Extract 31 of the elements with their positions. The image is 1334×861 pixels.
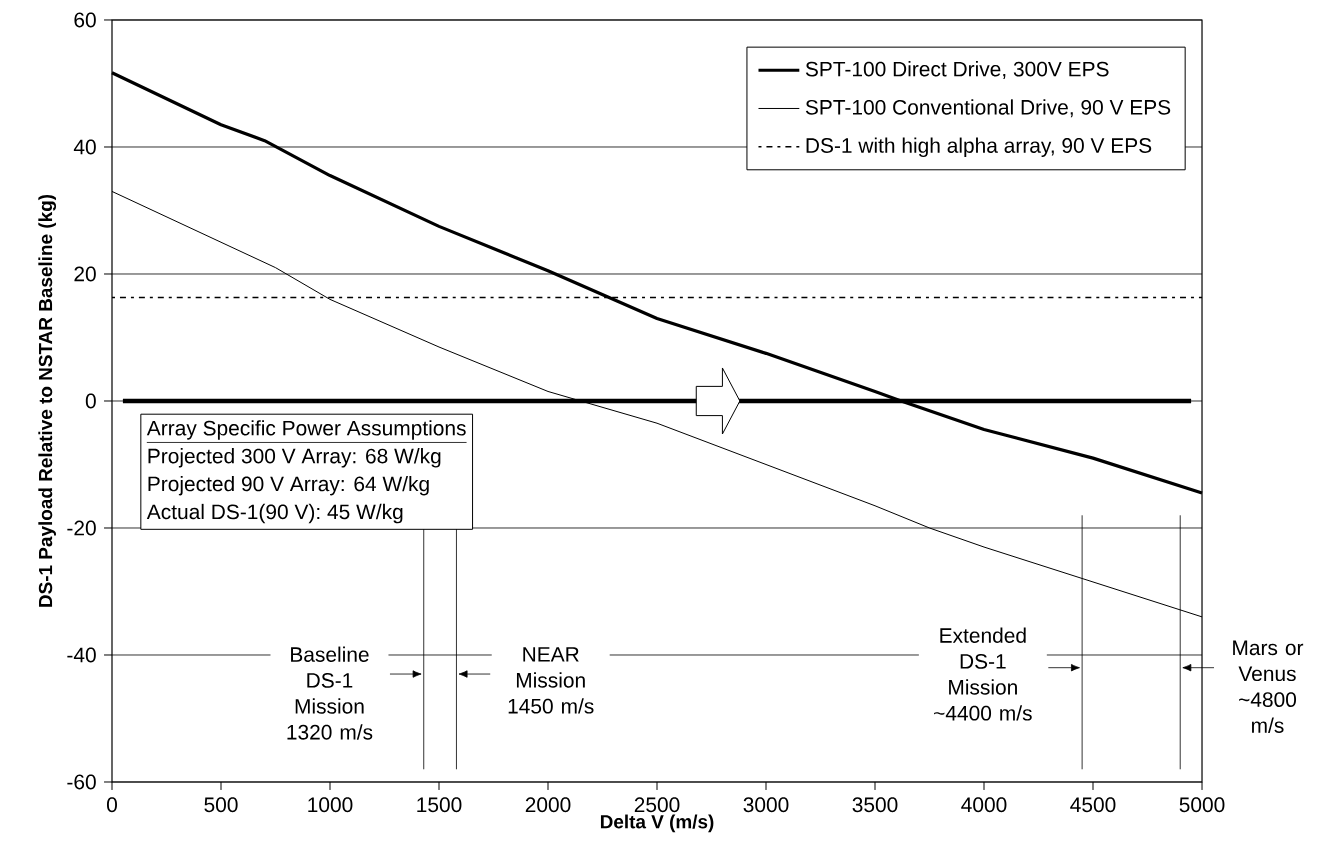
x-tick-label: 2000 bbox=[525, 797, 571, 813]
y-axis-title: DS-1 Payload Relative to NSTAR Baseline (kg) bbox=[38, 194, 57, 607]
annotation: Projected 300 V Array: 68 W/kg bbox=[148, 448, 441, 468]
annotation: Projected 90 V Array: 64 W/kg bbox=[148, 475, 429, 496]
x-axis-title: Delta V (m/s) bbox=[600, 814, 714, 833]
annotation: Actual DS-1(90 V): 45 W/kg bbox=[146, 503, 403, 524]
x-tick-label: 500 bbox=[204, 797, 238, 813]
x-tick-label: 2500 bbox=[634, 797, 680, 813]
x-tick-label: 1000 bbox=[308, 797, 353, 813]
legend-label: SPT-100 Direct Drive, 300V EPS bbox=[805, 61, 1109, 79]
y-tick-label: 20 bbox=[74, 266, 96, 282]
y-tick-label: 60 bbox=[74, 12, 96, 28]
y-tick-label: 40 bbox=[73, 139, 96, 155]
ref-line-label: Mars or Venus ~4800 m/s bbox=[1233, 640, 1304, 733]
ref-line-label: Extended DS-1 Mission ~4400 m/s bbox=[934, 627, 1032, 721]
x-tick-label: 3000 bbox=[743, 797, 789, 813]
x-tick-label: 1500 bbox=[417, 797, 462, 813]
y-tick-label: -40 bbox=[67, 647, 96, 663]
legend-label: DS-1 with high alpha array, 90 V EPS bbox=[806, 137, 1152, 158]
x-tick-label: 3500 bbox=[852, 797, 898, 813]
x-tick-label: 4500 bbox=[1070, 797, 1116, 813]
legend-label: SPT-100 Conventional Drive, 90 V EPS bbox=[805, 99, 1171, 118]
y-tick-label: -20 bbox=[67, 520, 96, 536]
x-tick-label: 0 bbox=[106, 797, 117, 813]
annotation: Array Specific Power Assumptions bbox=[146, 420, 466, 440]
x-tick-label: 5000 bbox=[1179, 797, 1225, 813]
ref-line-label: NEAR Mission 1450 m/s bbox=[508, 647, 594, 714]
ref-line-label: Baseline DS-1 Mission 1320 m/s bbox=[287, 646, 373, 740]
x-tick-label: 4000 bbox=[961, 797, 1007, 813]
y-tick-label: -60 bbox=[67, 774, 96, 790]
y-tick-label: 0 bbox=[85, 393, 96, 409]
